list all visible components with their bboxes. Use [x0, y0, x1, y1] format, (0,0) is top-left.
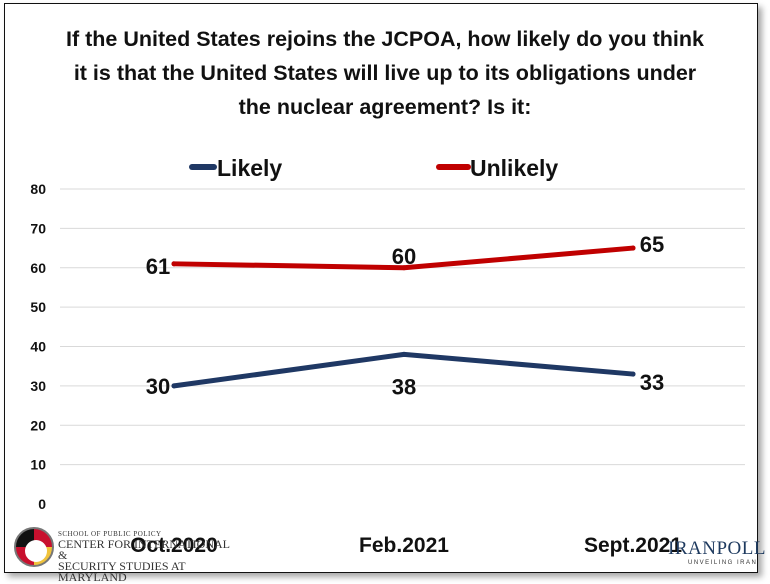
slide-frame [4, 3, 758, 573]
center-text: CENTER FOR INTERNATIONAL & SECURITY STUD… [58, 537, 234, 584]
y-tick-label: 40 [30, 339, 46, 355]
data-point [401, 265, 407, 271]
iranpoll-tagline: UNVEILING IRAN [688, 560, 758, 566]
iranpoll-name: IRANPOLL [668, 538, 766, 559]
data-point [401, 351, 407, 357]
y-tick-label: 30 [30, 378, 46, 394]
data-point [171, 383, 177, 389]
legend-label: Likely [217, 155, 282, 181]
iranpoll-logo: IRANPOLL UNVEILING IRAN [668, 538, 765, 570]
data-point [630, 245, 636, 251]
x-tick-label: Sept.2021 [584, 534, 682, 557]
y-tick-label: 70 [30, 220, 46, 236]
data-point [630, 371, 636, 377]
school-text: SCHOOL OF PUBLIC POLICY [58, 530, 162, 538]
legend-label: Unlikely [470, 155, 558, 181]
data-point [171, 261, 177, 267]
data-label: 30 [146, 374, 170, 399]
center-text-line-2: SECURITY STUDIES AT MARYLAND [58, 559, 186, 584]
title-line-2: it is that the United States will live u… [73, 61, 697, 85]
data-label: 33 [640, 370, 664, 395]
title-line-1: If the United States rejoins the JCPOA, … [66, 27, 704, 51]
data-label: 60 [392, 244, 416, 269]
y-tick-label: 60 [30, 260, 46, 276]
chart-title: If the United States rejoins the JCPOA, … [20, 22, 750, 124]
y-tick-label: 80 [30, 181, 46, 197]
title-line-3: the nuclear agreement? Is it: [238, 95, 532, 119]
data-label: 65 [640, 232, 664, 257]
y-tick-label: 20 [30, 417, 46, 433]
y-tick-label: 10 [30, 457, 46, 473]
cissm-logo: SCHOOL OF PUBLIC POLICY CENTER FOR INTER… [14, 525, 234, 583]
y-tick-label: 0 [38, 496, 46, 512]
data-label: 61 [146, 254, 170, 279]
center-text-line-1: CENTER FOR INTERNATIONAL & [58, 537, 230, 562]
university-seal-icon [14, 527, 54, 567]
data-label: 38 [392, 374, 416, 399]
x-tick-label: Feb.2021 [359, 534, 449, 557]
x-tick-label: Oct.2020 [130, 534, 218, 557]
y-tick-label: 50 [30, 299, 46, 315]
